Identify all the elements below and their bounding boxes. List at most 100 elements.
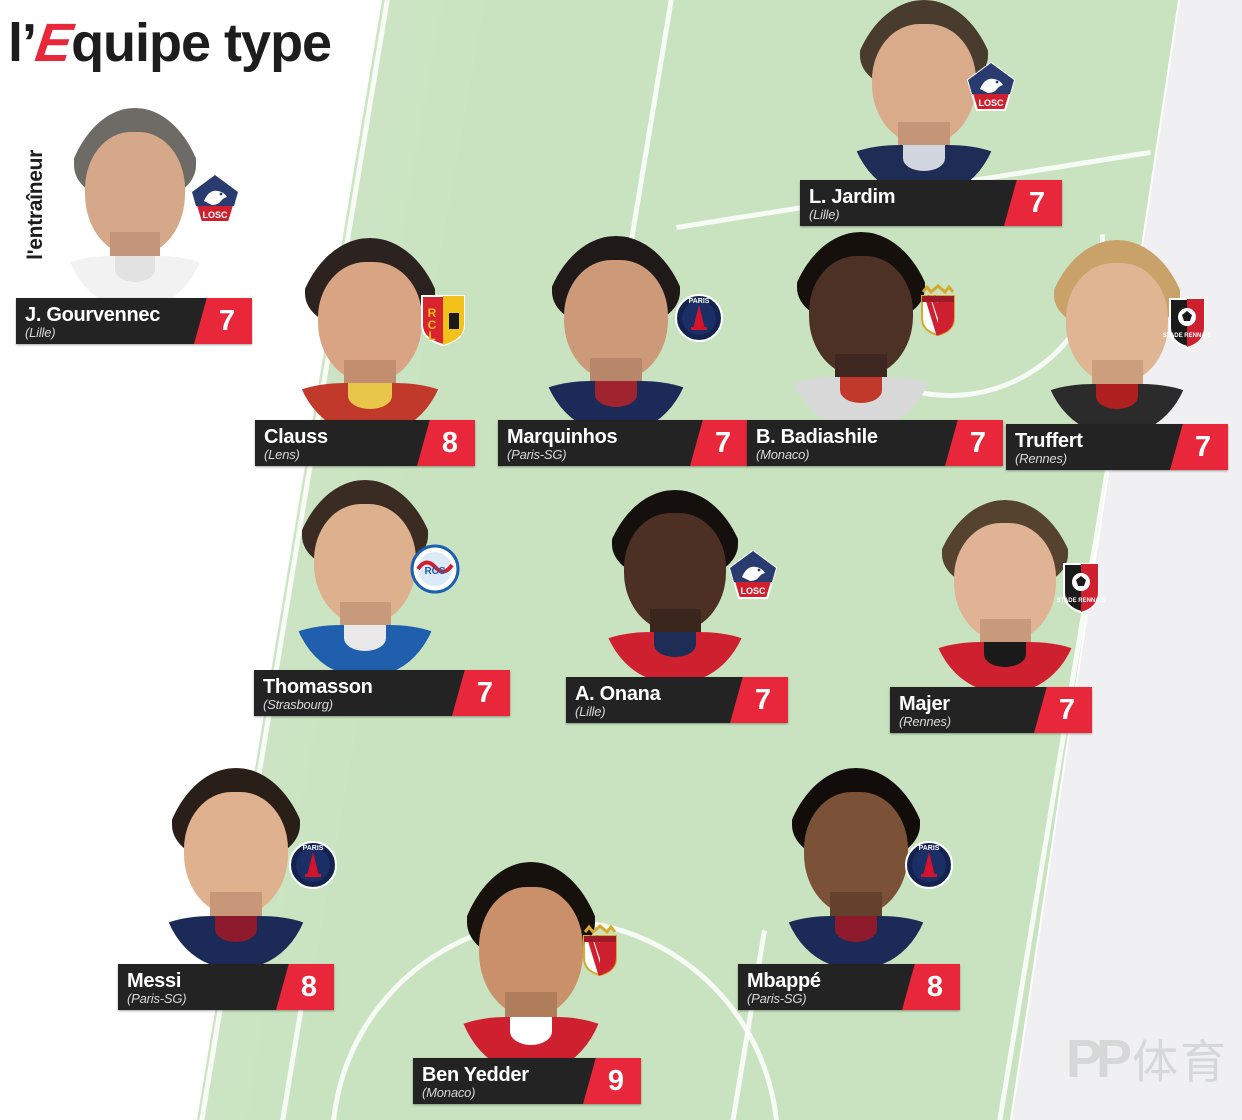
player-rating-badge: 8 xyxy=(902,964,960,1010)
player-name-plate-messi[interactable]: Messi (Paris-SG) 8 xyxy=(118,964,334,1010)
player-name-text: Ben Yedder (Monaco) xyxy=(413,1058,583,1104)
coach-portrait xyxy=(62,108,208,308)
portrait-face xyxy=(540,236,692,432)
svg-text:RCS: RCS xyxy=(424,566,445,577)
player-name-plate-onana[interactable]: A. Onana (Lille) 7 xyxy=(566,677,788,723)
coach-name-plate[interactable]: J. Gourvennec (Lille) 7 xyxy=(16,298,252,344)
portrait-face xyxy=(600,490,750,682)
player-name: A. Onana xyxy=(575,683,661,705)
losc-lille-badge: LOSC xyxy=(728,550,778,604)
logo-text-suffix: quipe type xyxy=(71,13,332,73)
portrait-collar xyxy=(834,916,878,942)
portrait-collar xyxy=(594,381,638,407)
player-rating-badge: 8 xyxy=(417,420,475,466)
portrait-face xyxy=(780,768,932,968)
player-rating-value: 8 xyxy=(300,970,318,1003)
player-rating-value: 9 xyxy=(607,1064,625,1097)
player-name: L. Jardim xyxy=(809,186,896,208)
portrait-face xyxy=(290,480,440,676)
player-portrait-thomasson xyxy=(290,480,440,676)
as-monaco-badge xyxy=(575,924,625,978)
portrait-collar xyxy=(902,145,946,171)
portrait-face xyxy=(455,862,607,1072)
player-name-text: Messi (Paris-SG) xyxy=(118,964,276,1010)
player-name: Truffert xyxy=(1015,430,1083,452)
player-rating-badge: 7 xyxy=(690,420,748,466)
paris-sg-badge: PARIS xyxy=(904,838,954,892)
watermark-latin-text: PP xyxy=(1065,1029,1132,1089)
portrait-collar xyxy=(344,625,386,651)
svg-text:STADE RENNAIS: STADE RENNAIS xyxy=(1163,333,1212,339)
coach-rating-value: 7 xyxy=(218,304,236,337)
coach-role-label: l'entraîneur xyxy=(24,150,47,260)
portrait-face xyxy=(930,500,1080,692)
logo-letter-e: E xyxy=(31,13,76,73)
player-name-plate-badiashile[interactable]: B. Badiashile (Monaco) 7 xyxy=(747,420,1003,466)
page-title: l’Equipe type xyxy=(8,12,332,74)
player-rating-badge: 7 xyxy=(1004,180,1062,226)
logo-text-prefix: l xyxy=(8,13,23,73)
player-name-text: Marquinhos (Paris-SG) xyxy=(498,420,690,466)
portrait-collar xyxy=(348,383,392,409)
player-rating-badge: 7 xyxy=(452,670,510,716)
portrait-collar xyxy=(1096,383,1138,409)
stade-rennais-badge: STADE RENNAIS xyxy=(1162,295,1212,349)
player-rating-badge: 8 xyxy=(276,964,334,1010)
player-name: Mbappé xyxy=(747,970,821,992)
portrait-collar xyxy=(509,1017,553,1045)
player-name-plate-jardim[interactable]: L. Jardim (Lille) 7 xyxy=(800,180,1062,226)
player-rating-badge: 7 xyxy=(730,677,788,723)
player-portrait-mbappe xyxy=(780,768,932,968)
player-name: Majer xyxy=(899,693,950,715)
player-name-plate-mbappe[interactable]: Mbappé (Paris-SG) 8 xyxy=(738,964,960,1010)
player-name-text: Thomasson (Strasbourg) xyxy=(254,670,452,716)
player-rating-badge: 7 xyxy=(945,420,1003,466)
player-club: (Rennes) xyxy=(1015,451,1067,466)
player-name-plate-marquinhos[interactable]: Marquinhos (Paris-SG) 7 xyxy=(498,420,748,466)
svg-text:LOSC: LOSC xyxy=(978,98,1004,108)
portrait-collar xyxy=(214,916,258,942)
player-name-plate-majer[interactable]: Majer (Rennes) 7 xyxy=(890,687,1092,733)
player-name-text: L. Jardim (Lille) xyxy=(800,180,1004,226)
player-club: (Lille) xyxy=(575,704,606,719)
coach-name: J. Gourvennec xyxy=(25,304,161,326)
player-portrait-badiashile xyxy=(785,232,937,428)
player-rating-value: 7 xyxy=(969,426,987,459)
rc-lens-badge: R C L xyxy=(418,293,468,347)
losc-lille-badge-svg: LOSC xyxy=(190,174,240,223)
paris-sg-badge: PARIS xyxy=(288,838,338,892)
player-rating-value: 7 xyxy=(476,676,494,709)
svg-text:LOSC: LOSC xyxy=(740,586,766,596)
player-name-plate-benyedder[interactable]: Ben Yedder (Monaco) 9 xyxy=(413,1058,641,1104)
player-portrait-benyedder xyxy=(455,862,607,1072)
watermark-cjk-text: 体育 xyxy=(1132,1035,1228,1089)
player-portrait-majer xyxy=(930,500,1080,692)
svg-text:PARIS: PARIS xyxy=(689,298,710,305)
player-rating-badge: 7 xyxy=(1170,424,1228,470)
player-portrait-messi xyxy=(160,768,312,968)
player-rating-badge: 7 xyxy=(1034,687,1092,733)
player-club: (Rennes) xyxy=(899,714,951,729)
svg-text:PARIS: PARIS xyxy=(919,845,940,852)
player-name-plate-clauss[interactable]: Clauss (Lens) 8 xyxy=(255,420,475,466)
player-rating-value: 8 xyxy=(441,426,459,459)
player-name-plate-truffert[interactable]: Truffert (Rennes) 7 xyxy=(1006,424,1228,470)
player-name: Ben Yedder xyxy=(422,1064,529,1086)
svg-text:STADE RENNAIS: STADE RENNAIS xyxy=(1057,598,1106,604)
player-name-text: B. Badiashile (Monaco) xyxy=(747,420,945,466)
player-rating-value: 7 xyxy=(1028,186,1046,219)
rc-strasbourg-badge: RCS xyxy=(410,542,460,596)
player-name: B. Badiashile xyxy=(756,426,878,448)
player-rating-badge: 9 xyxy=(583,1058,641,1104)
player-club: (Monaco) xyxy=(756,447,810,462)
losc-lille-badge: LOSC xyxy=(190,174,240,228)
player-rating-value: 8 xyxy=(926,970,944,1003)
stade-rennais-badge: STADE RENNAIS xyxy=(1056,560,1106,614)
portrait-collar xyxy=(839,377,883,403)
svg-text:PARIS: PARIS xyxy=(303,845,324,852)
pp-sports-watermark: PP 体育 xyxy=(1066,1026,1228,1092)
player-portrait-marquinhos xyxy=(540,236,692,432)
player-rating-value: 7 xyxy=(1058,693,1076,726)
player-name-plate-thomasson[interactable]: Thomasson (Strasbourg) 7 xyxy=(254,670,510,716)
coach-club: (Lille) xyxy=(25,325,56,340)
